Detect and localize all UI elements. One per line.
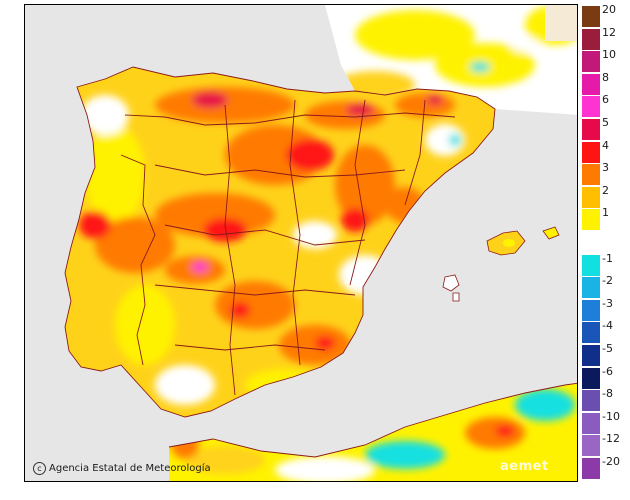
credit-text: Agencia Estatal de Meteorología — [49, 463, 211, 474]
legend-swatch — [582, 345, 600, 366]
balearic-islands — [442, 226, 560, 302]
legend-label: 20 — [602, 3, 616, 16]
legend-swatch — [582, 73, 600, 95]
legend-swatch — [582, 51, 600, 73]
legend-label: -20 — [602, 455, 620, 468]
legend-label: 10 — [602, 48, 616, 62]
legend-swatch — [582, 28, 600, 50]
aemet-logo: aemet — [500, 459, 549, 474]
credit-line: c Agencia Estatal de Meteorología — [33, 462, 211, 475]
legend-label: 1 — [602, 206, 609, 220]
color-legend: 20 12 10 8 6 5 4 3 2 1 -1 -2 -3 -4 -5 -6 -8 -10 -12 -20 — [582, 3, 628, 482]
legend-swatch — [582, 322, 600, 344]
legend-label: -12 — [602, 432, 620, 446]
legend-label: 12 — [602, 25, 616, 39]
legend-label: 5 — [602, 116, 609, 129]
legend-label: -2 — [602, 274, 613, 288]
legend-swatch — [582, 390, 600, 412]
legend-swatch — [582, 435, 600, 457]
legend-swatch — [582, 164, 600, 186]
legend-swatch — [582, 254, 600, 276]
legend-swatch — [582, 141, 600, 163]
legend-label: 4 — [602, 138, 609, 152]
borders — [64, 66, 577, 458]
legend-label: -3 — [602, 296, 613, 310]
legend-label: -10 — [602, 409, 620, 423]
legend-label: -4 — [602, 319, 613, 333]
legend-swatch — [582, 119, 600, 140]
legend-label: -6 — [602, 364, 613, 378]
legend-swatch — [582, 412, 600, 434]
anomaly-map — [24, 4, 578, 482]
legend-swatch — [582, 209, 600, 231]
legend-swatch — [582, 299, 600, 321]
legend-label: -8 — [602, 387, 613, 401]
legend-label: -1 — [602, 251, 613, 265]
legend-label: 6 — [602, 93, 609, 107]
legend-label: 8 — [602, 70, 609, 84]
legend-swatch — [582, 96, 600, 118]
legend-swatch — [582, 367, 600, 389]
legend-swatch — [582, 6, 600, 27]
map-canvas — [25, 5, 577, 481]
legend-swatch — [582, 458, 600, 479]
legend-label: 3 — [602, 161, 609, 175]
legend-swatch — [582, 186, 600, 208]
copyright-icon: c — [33, 462, 46, 475]
legend-label: -5 — [602, 342, 613, 355]
legend-swatch — [582, 232, 600, 253]
legend-swatch — [582, 277, 600, 299]
legend-label: 2 — [602, 183, 609, 197]
